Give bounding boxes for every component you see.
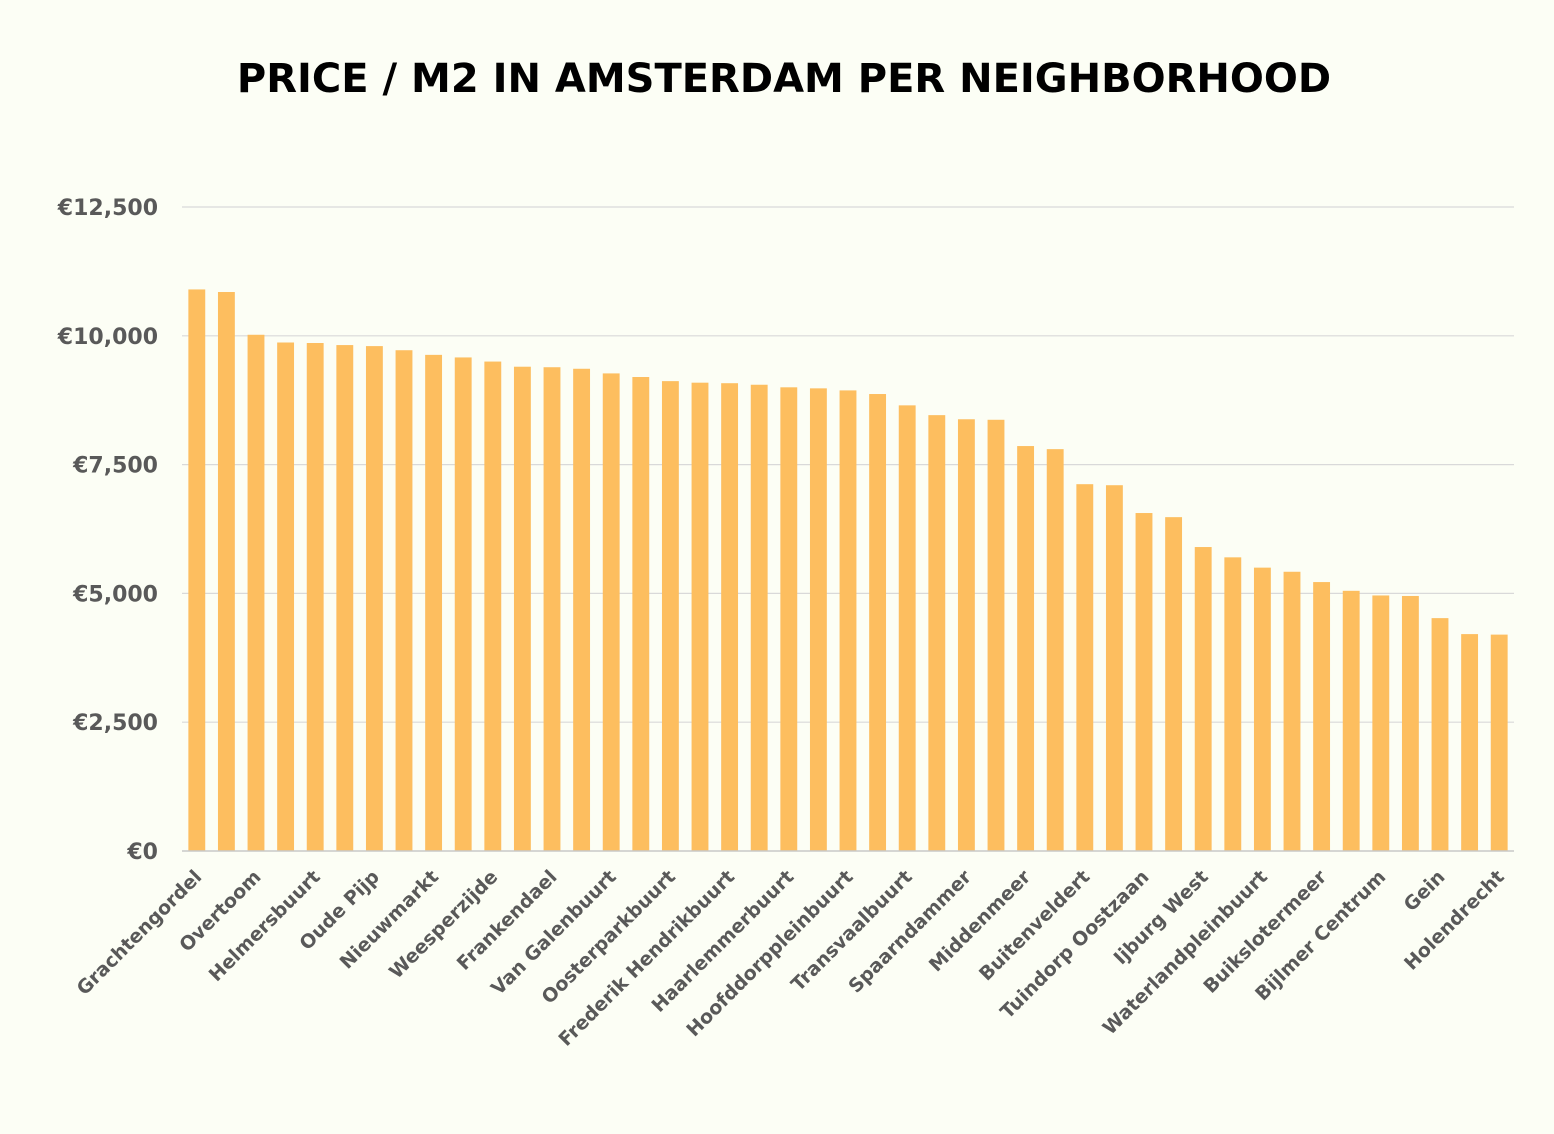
bar [1194,547,1212,851]
bar [602,373,620,851]
bar [780,387,798,851]
bar [247,334,265,851]
y-tick-label: €5,000 [72,582,158,607]
bar [691,382,709,851]
bar [306,343,324,851]
bar [661,381,679,851]
y-axis-tick-labels: €0 €2,500 €5,000 €7,500 €10,000 €12,500 [57,196,158,865]
bar [1076,484,1094,851]
bar [188,289,206,851]
x-tick-label: Helmersbuurt [205,866,325,986]
x-tick-label: Frankendael [453,866,562,975]
bar [809,388,827,851]
bar [1135,513,1153,851]
bar [1046,449,1064,851]
bar [632,377,650,851]
bar [543,367,561,851]
bar [1017,446,1035,851]
bar [217,292,235,851]
bar [454,357,472,851]
x-tick-label: Middenmeer [925,866,1036,977]
y-tick-label: €12,500 [57,196,158,221]
y-tick-label: €10,000 [57,325,158,350]
chart-title: PRICE / M2 IN AMSTERDAM PER NEIGHBORHOOD [237,56,1331,102]
bar [573,368,591,851]
bar [1165,517,1183,851]
bar [1342,590,1360,851]
bar [1431,618,1449,851]
bar [869,394,887,851]
bar [1461,634,1479,851]
y-tick-label: €7,500 [72,454,158,479]
bar [336,345,354,851]
bar [484,361,502,851]
bar [365,346,383,851]
bar [928,415,946,851]
x-tick-label: Weesperzijde [385,866,502,983]
bar [1283,571,1301,851]
bar [1490,634,1508,851]
x-tick-label: Buitenveldert [975,866,1094,985]
bar [721,383,739,851]
bars [188,289,1508,851]
bar [1105,485,1123,851]
bar [1224,557,1242,851]
bar [277,342,295,851]
bar [839,390,857,851]
bar [395,350,413,851]
bar [513,366,531,851]
x-tick-label: Gein [1400,866,1450,916]
y-tick-label: €2,500 [72,711,158,736]
y-tick-label: €0 [126,840,158,865]
bar [987,419,1005,851]
bar [750,384,768,851]
bar [957,419,975,851]
bar [1253,567,1271,851]
bar [1401,595,1419,851]
bar [1372,595,1390,851]
bar [1313,582,1331,851]
bar [898,405,916,851]
bar [425,354,443,851]
